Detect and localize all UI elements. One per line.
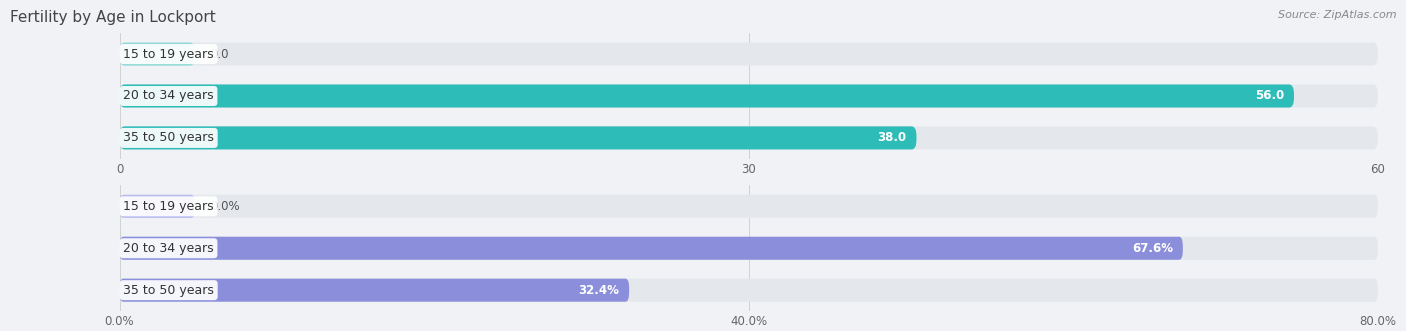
FancyBboxPatch shape: [120, 84, 1378, 108]
FancyBboxPatch shape: [120, 42, 195, 66]
Text: 0.0: 0.0: [209, 48, 229, 61]
Text: 67.6%: 67.6%: [1132, 242, 1173, 255]
FancyBboxPatch shape: [120, 195, 195, 218]
FancyBboxPatch shape: [120, 126, 917, 150]
Text: 15 to 19 years: 15 to 19 years: [124, 48, 214, 61]
Text: Source: ZipAtlas.com: Source: ZipAtlas.com: [1278, 10, 1396, 20]
Text: 38.0: 38.0: [877, 131, 907, 144]
Text: 32.4%: 32.4%: [578, 284, 619, 297]
Text: 0.0%: 0.0%: [209, 200, 240, 213]
Text: 35 to 50 years: 35 to 50 years: [124, 284, 214, 297]
Text: 15 to 19 years: 15 to 19 years: [124, 200, 214, 213]
Text: 35 to 50 years: 35 to 50 years: [124, 131, 214, 144]
FancyBboxPatch shape: [120, 237, 1182, 260]
FancyBboxPatch shape: [120, 84, 1294, 108]
Text: 20 to 34 years: 20 to 34 years: [124, 242, 214, 255]
FancyBboxPatch shape: [120, 279, 1378, 302]
FancyBboxPatch shape: [120, 237, 1378, 260]
FancyBboxPatch shape: [120, 126, 1378, 150]
Text: 56.0: 56.0: [1254, 89, 1284, 103]
FancyBboxPatch shape: [120, 279, 628, 302]
Text: Fertility by Age in Lockport: Fertility by Age in Lockport: [10, 10, 215, 25]
FancyBboxPatch shape: [120, 42, 1378, 66]
FancyBboxPatch shape: [120, 195, 1378, 218]
Text: 20 to 34 years: 20 to 34 years: [124, 89, 214, 103]
